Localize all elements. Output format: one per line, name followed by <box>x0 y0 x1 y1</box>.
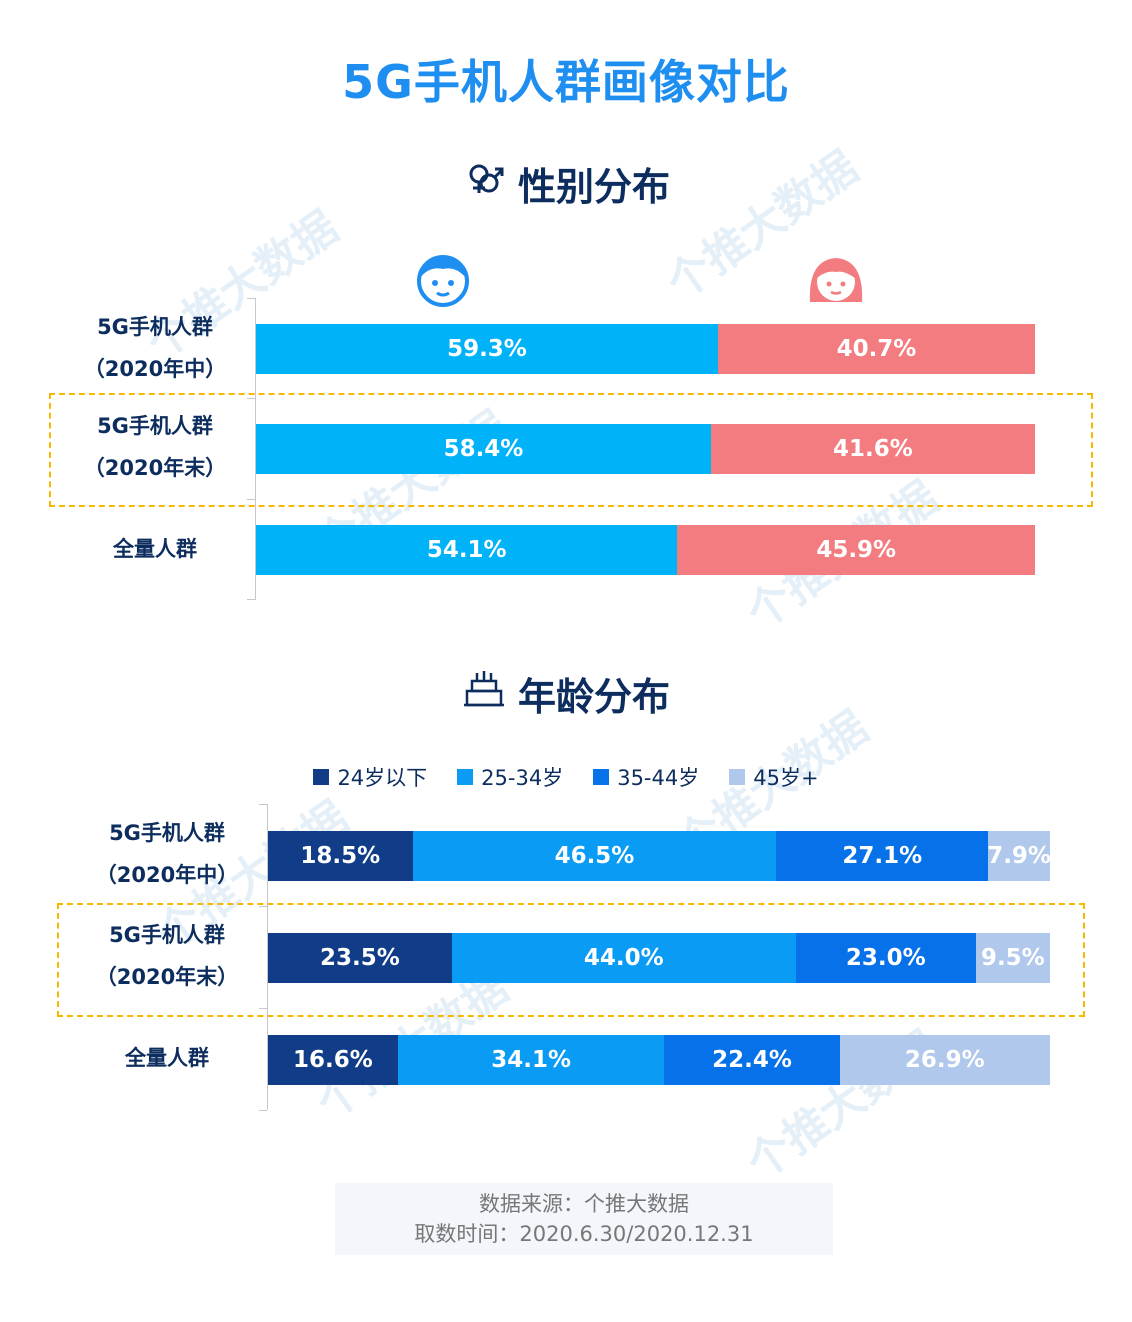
legend-label: 25-34岁 <box>481 766 564 790</box>
bar-value-label: 22.4% <box>712 1047 792 1073</box>
source-line: 数据来源：个推大数据 <box>479 1192 689 1216</box>
gender-axis-tick <box>247 298 255 299</box>
legend-item: 24岁以下 <box>313 762 427 792</box>
age-highlight-box <box>57 903 1085 1017</box>
age-chart-axis <box>267 804 268 1110</box>
bar-value-label: 46.5% <box>554 843 635 869</box>
girl-face-icon <box>806 252 866 312</box>
bar-value-label: 23.0% <box>845 945 926 971</box>
bar-segment: 41.6% <box>710 424 1035 474</box>
bar-segment: 7.9% <box>987 831 1051 881</box>
bar-value-label: 16.6% <box>293 1047 373 1073</box>
legend-label: 24岁以下 <box>337 766 428 790</box>
age-bar-row: 16.6% 34.1% 22.4% 26.9% <box>268 1035 1050 1085</box>
age-axis-tick <box>259 1008 267 1009</box>
legend-swatch <box>593 769 610 785</box>
age-row-label: 5G手机人群 （2020年末） <box>95 923 239 989</box>
gender-axis-tick <box>247 599 255 600</box>
gender-row-label: 5G手机人群 （2020年中） <box>83 315 227 381</box>
bar-segment: 58.4% <box>256 424 711 474</box>
bar-value-label: 9.5% <box>980 945 1045 971</box>
legend-swatch <box>729 769 746 785</box>
age-row-label: 全量人群 <box>125 1046 209 1070</box>
bar-segment: 26.9% <box>839 1035 1050 1085</box>
boy-face-icon <box>413 252 473 312</box>
bar-segment: 27.1% <box>776 831 989 881</box>
gender-axis-tick <box>247 499 255 500</box>
bar-segment: 23.0% <box>795 933 976 983</box>
gender-bar-row: 54.1% 45.9% <box>256 525 1035 575</box>
age-section-title: 年龄分布 <box>0 666 1132 721</box>
legend-swatch <box>457 769 474 785</box>
gender-section-label: 性别分布 <box>517 165 670 209</box>
source-date-line: 取数时间：2020.6.30/2020.12.31 <box>414 1222 754 1246</box>
gender-chart-axis <box>255 298 256 600</box>
bar-value-label: 40.7% <box>836 336 917 362</box>
bar-value-label: 23.5% <box>319 945 400 971</box>
legend-label: 35-44岁 <box>617 766 700 790</box>
gender-row-label: 5G手机人群 （2020年末） <box>83 414 227 480</box>
legend-swatch <box>313 769 330 785</box>
bar-segment: 18.5% <box>268 831 413 881</box>
bar-value-label: 27.1% <box>842 843 923 869</box>
bar-segment: 59.3% <box>256 324 718 374</box>
age-bar-row: 18.5% 46.5% 27.1% 7.9% <box>268 831 1051 881</box>
bar-value-label: 58.4% <box>443 436 524 462</box>
bar-value-label: 54.1% <box>426 537 507 563</box>
bar-value-label: 59.3% <box>447 336 527 362</box>
bar-value-label: 41.6% <box>833 436 913 462</box>
bar-value-label: 45.9% <box>816 537 897 563</box>
bar-segment: 54.1% <box>256 525 678 575</box>
gender-row-label: 全量人群 <box>113 537 197 561</box>
bar-segment: 22.4% <box>664 1035 840 1085</box>
age-bar-row: 23.5% 44.0% 23.0% 9.5% <box>268 933 1050 983</box>
bar-segment: 23.5% <box>268 933 452 983</box>
bar-value-label: 18.5% <box>300 843 381 869</box>
gender-bar-row: 59.3% 40.7% <box>256 324 1035 374</box>
page-title: 5G手机人群画像对比 <box>342 55 790 109</box>
age-axis-tick <box>259 804 267 805</box>
bar-value-label: 7.9% <box>987 843 1051 869</box>
bar-segment: 46.5% <box>412 831 777 881</box>
gender-axis-tick <box>247 398 255 399</box>
gender-bar-row: 58.4% 41.6% <box>256 424 1035 474</box>
age-row-label: 5G手机人群 （2020年中） <box>95 821 239 887</box>
age-axis-tick <box>259 1110 267 1111</box>
bar-segment: 34.1% <box>397 1035 665 1085</box>
legend-item: 45岁+ <box>729 762 819 792</box>
gender-icon <box>462 157 506 210</box>
legend-item: 25-34岁 <box>457 762 563 792</box>
bar-segment: 44.0% <box>451 933 796 983</box>
birthday-cake-icon <box>462 667 506 720</box>
gender-highlight-box <box>49 393 1093 507</box>
bar-segment: 45.9% <box>677 525 1035 575</box>
bar-segment: 40.7% <box>717 324 1035 374</box>
age-section-label: 年龄分布 <box>517 675 670 719</box>
data-source-note: 数据来源：个推大数据 取数时间：2020.6.30/2020.12.31 <box>335 1183 833 1255</box>
legend-item: 35-44岁 <box>593 762 699 792</box>
bar-segment: 9.5% <box>975 933 1050 983</box>
bar-segment: 16.6% <box>268 1035 398 1085</box>
bar-value-label: 34.1% <box>491 1047 572 1073</box>
legend-label: 45岁+ <box>753 766 819 790</box>
bar-value-label: 26.9% <box>904 1047 985 1073</box>
bar-value-label: 44.0% <box>583 945 664 971</box>
age-axis-tick <box>259 906 267 907</box>
age-legend: 24岁以下 25-34岁 35-44岁 45岁+ <box>0 762 1132 792</box>
gender-section-title: 性别分布 <box>0 156 1132 211</box>
